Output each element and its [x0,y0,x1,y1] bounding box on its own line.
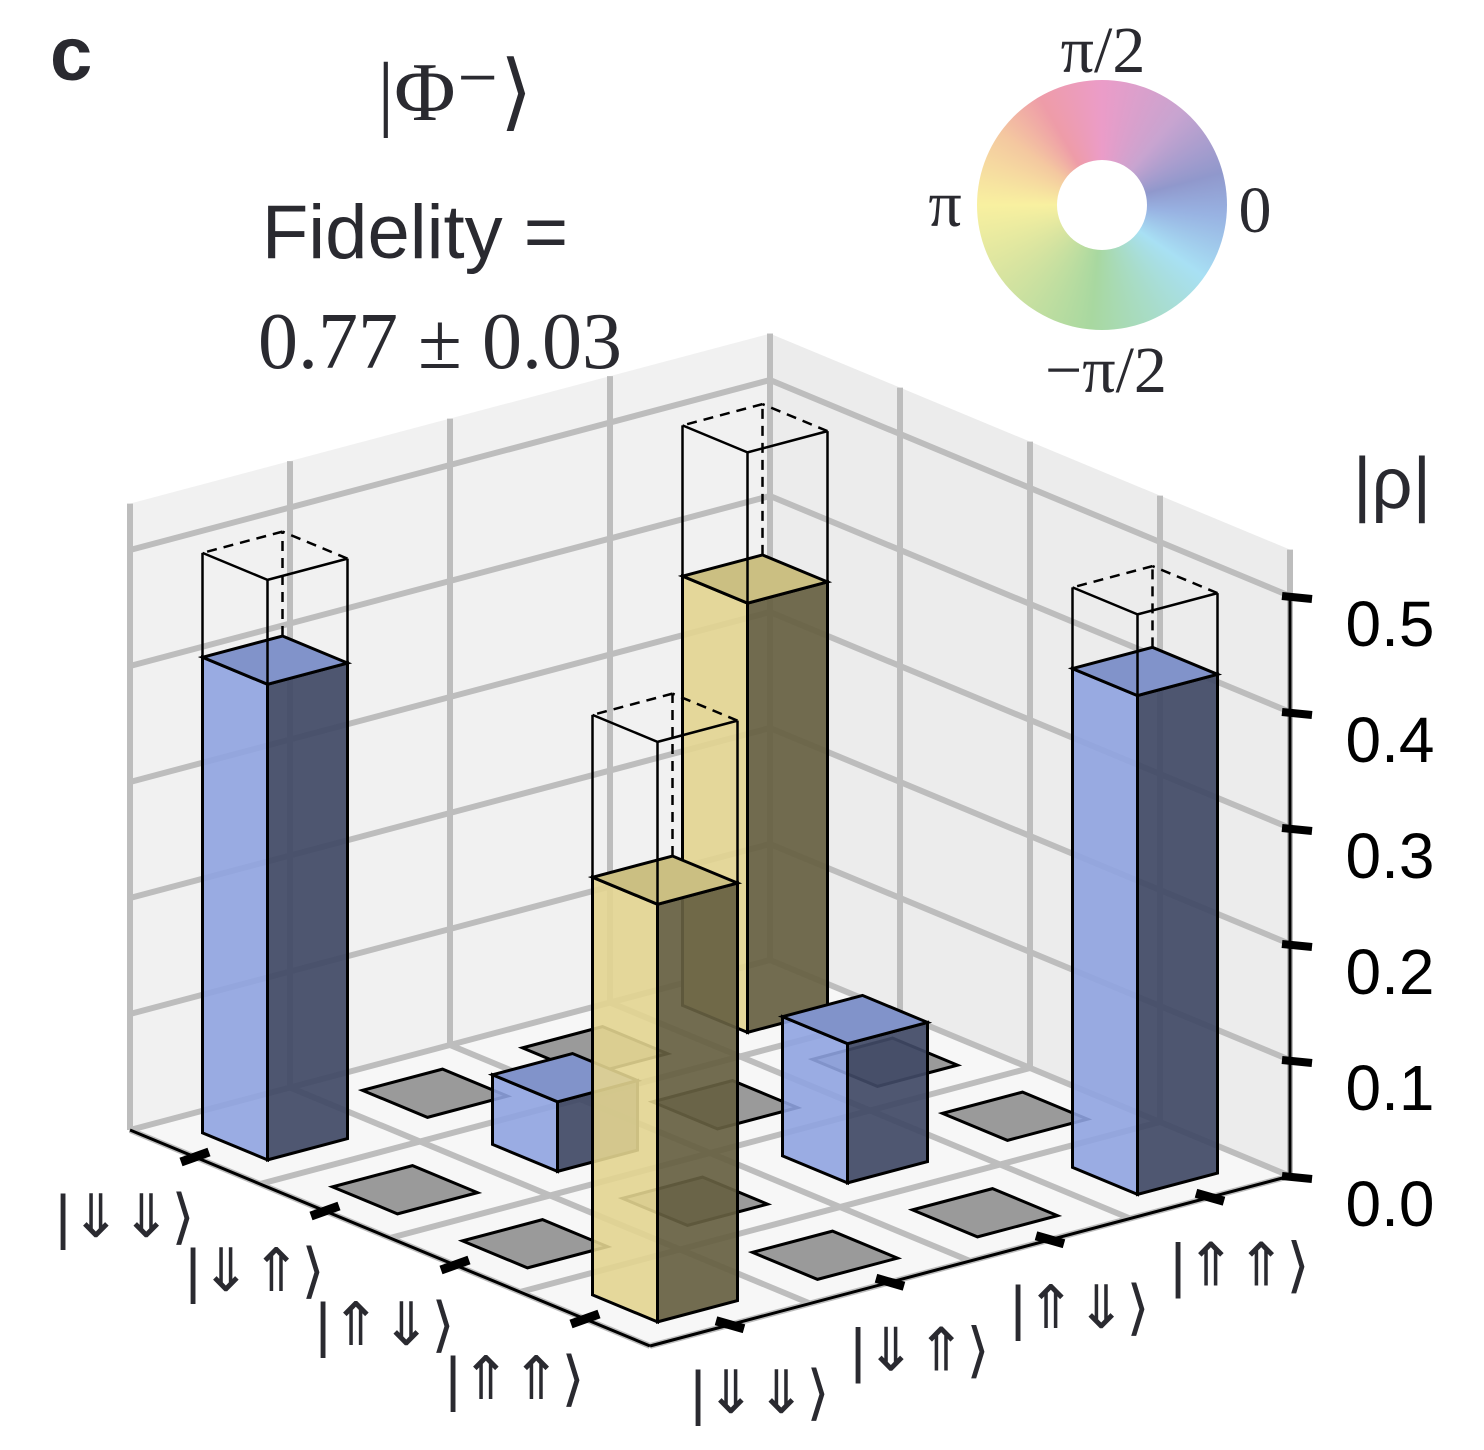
state-label: |Φ⁻⟩ [377,46,532,139]
zero-element-square [747,1229,903,1281]
ideal-wireframe-edge [747,429,828,454]
bar-top-face [777,993,933,1046]
bars [197,402,1223,1325]
ideal-wireframe-edge [592,692,673,717]
row-axis-tick [439,1255,471,1275]
ideal-wireframe-edge [202,551,268,582]
phase-wheel-label-left: π [928,168,961,241]
bar-left-face [781,1014,849,1186]
ideal-wireframe-edge [657,719,738,744]
wall-grid-line [129,493,771,669]
z-tick-label: 0.3 [1346,820,1435,892]
z-axis-tick [1281,940,1313,951]
bar-3-0 [587,692,743,1325]
column-tick-label: |⇑⇑⟩ [1170,1231,1310,1298]
fidelity-label: Fidelity = [262,190,568,275]
bar-left-face [201,655,269,1163]
phase-wheel-hole [1057,160,1147,250]
ideal-wireframe-edge [1152,564,1218,595]
bar-3-2 [907,1187,1063,1239]
bar-3-1 [747,1229,903,1281]
column-axis-tick [1034,1231,1066,1249]
z-tick-label: 0.5 [1346,588,1435,660]
row-axis-tick [309,1201,341,1221]
bar-right-face [656,881,739,1324]
z-axis-tick [1281,708,1313,719]
ideal-wireframe-edge [282,530,348,560]
column-axis-tick [874,1273,906,1291]
bar-right-face [1136,672,1219,1197]
column-tick-label: |⇑⇓⟩ [1010,1274,1150,1341]
z-tick-label: 0.4 [1346,704,1435,776]
bar-right-face [266,661,349,1162]
z-axis-tick [1281,592,1313,603]
ideal-wireframe-edge [1072,564,1153,589]
ideal-wireframe-edge [202,530,283,555]
ideal-wireframe-edge [267,557,348,582]
row-axis [129,1128,651,1348]
wall-grid-line [768,377,1292,599]
row-tick-label: |⇓⇑⟩ [185,1237,325,1304]
phase-wheel-label-top: π/2 [1061,14,1146,87]
phase-wheel-label-right: 0 [1239,174,1272,247]
wall-grid-line [129,377,771,553]
column-tick-label: |⇓⇑⟩ [850,1316,990,1383]
row-tick-label: |⇑⇓⟩ [315,1291,455,1358]
zero-element-square [907,1187,1063,1239]
z-axis-tick [1281,1172,1313,1183]
bar-right-face [846,1020,929,1185]
phase-wheel-label-bottom: −π/2 [1045,334,1167,407]
axes: |⇓⇓⟩|⇓⇓⟩|⇓⇑⟩|⇓⇑⟩|⇑⇓⟩ |⇑⇓⟩|⇑⇑⟩|⇑⇑⟩0.00.10.… [55,588,1434,1426]
row-axis-tick [179,1147,211,1167]
bar-left-face [1071,666,1139,1197]
row-tick-label: |⇑⇑⟩ [445,1345,585,1412]
row-axis-tick [569,1309,601,1329]
panel-label: c [50,12,92,97]
ideal-wireframe-edge [592,713,658,744]
z-tick-label: 0.0 [1346,1168,1435,1240]
bar-2-2 [777,993,933,1186]
bar-left-face [591,875,659,1325]
ideal-wireframe-edge [1137,591,1218,616]
phase-color-wheel [977,80,1227,330]
bar-right-face [746,579,829,1035]
ideal-wireframe-edge [672,692,738,722]
bar-0-0 [197,530,353,1163]
bar-1-0 [327,1164,483,1216]
ideal-wireframe-edge [1072,586,1138,616]
column-tick-label: |⇓⇓⟩ [690,1359,830,1426]
zero-element-square [327,1164,483,1216]
column-axis-tick [1194,1188,1226,1206]
z-axis-tick [1281,824,1313,835]
ideal-wireframe-edge [682,402,763,427]
z-axis-label: |ρ| [1353,444,1431,524]
z-axis-tick [1281,1056,1313,1067]
row-tick-label: |⇓⇓⟩ [55,1183,195,1250]
ideal-wireframe-edge [682,424,748,454]
z-tick-label: 0.1 [1346,1052,1435,1124]
column-axis-tick [714,1316,746,1334]
bar-3-3 [1067,564,1223,1197]
ideal-wireframe-edge [762,402,828,433]
column-axis [649,1174,1291,1348]
fidelity-value: 0.77 ± 0.03 [258,298,622,386]
z-tick-label: 0.2 [1346,936,1435,1008]
